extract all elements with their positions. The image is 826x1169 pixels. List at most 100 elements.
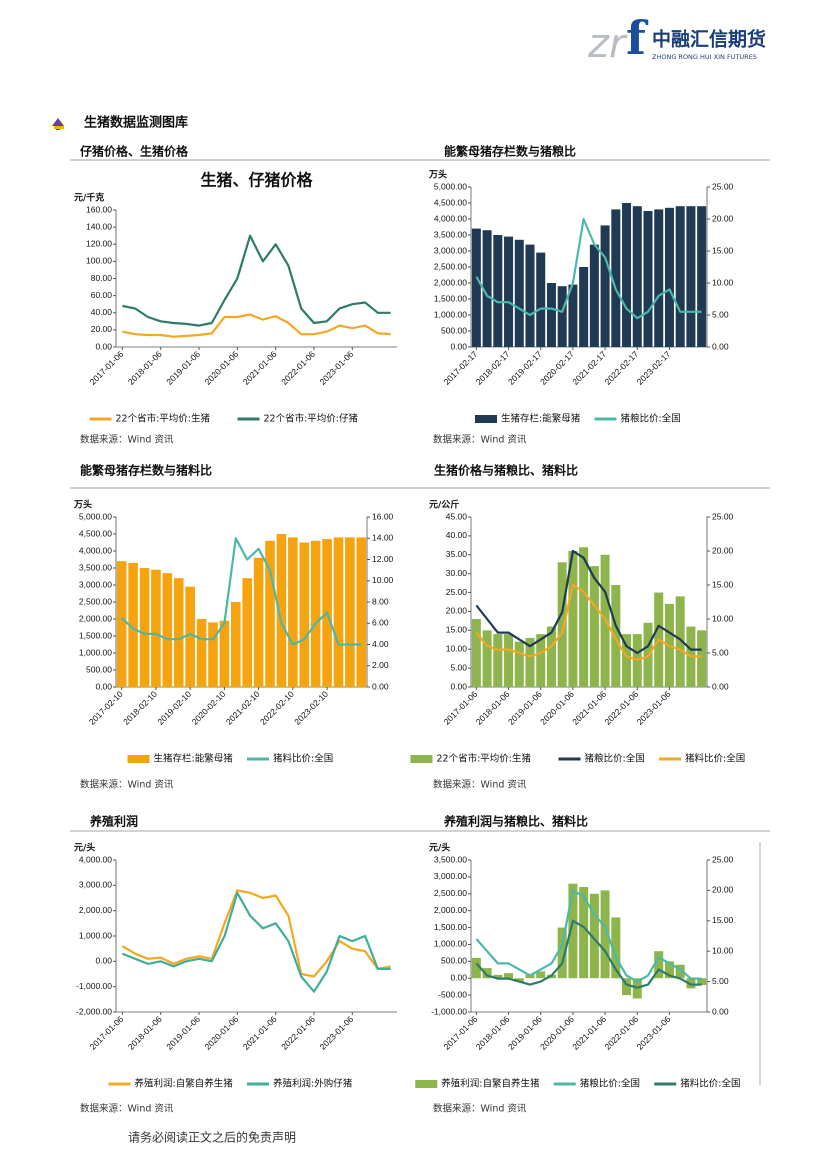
- y-tick-label: 20.00: [446, 606, 468, 616]
- bar: [664, 207, 674, 347]
- x-tick-label: 2020-01-06: [203, 349, 241, 387]
- bar: [208, 622, 218, 687]
- legend-swatch: [410, 755, 433, 763]
- bar: [546, 626, 556, 687]
- bar: [568, 551, 578, 687]
- y2-tick-label: 10.00: [712, 945, 734, 955]
- y-tick-label: 15.00: [446, 625, 468, 635]
- bar: [231, 602, 241, 687]
- bar: [536, 634, 546, 687]
- section-icon: [54, 126, 64, 129]
- x-tick-label: 2022-02-10: [258, 689, 296, 727]
- y-tick-label: 2,500.00: [434, 261, 467, 271]
- bar: [139, 568, 150, 687]
- bar: [557, 927, 567, 979]
- source: 数据来源：Wind 资讯: [433, 1103, 527, 1115]
- y-tick-label: 4,500.00: [434, 197, 467, 207]
- line: [120, 537, 362, 646]
- y2-tick-label: 15.00: [712, 915, 734, 925]
- legend-label: 生猪存栏:能繁母猪: [154, 753, 234, 765]
- line: [122, 234, 391, 327]
- source: 数据来源：Wind 资讯: [80, 779, 174, 791]
- bar: [333, 537, 344, 687]
- y-tick-label: 4,000.00: [79, 545, 112, 555]
- bar: [664, 961, 674, 979]
- bar: [611, 917, 621, 979]
- chart-title: 生猪、仔猪价格: [200, 171, 313, 190]
- y-tick-label: 1,500.00: [434, 922, 467, 932]
- bar: [493, 634, 503, 687]
- y-tick-label: 10.00: [446, 643, 468, 653]
- y2-tick-label: 14.00: [372, 533, 394, 543]
- source: 数据来源：Wind 资讯: [433, 779, 527, 791]
- y-tick-label: 60.00: [91, 290, 113, 300]
- y-tick-label: 0.00: [95, 341, 112, 351]
- bar: [504, 634, 514, 687]
- bar: [654, 951, 664, 979]
- legend-label: 养殖利润:自繁自养生猪: [441, 1078, 540, 1090]
- line: [122, 313, 391, 338]
- y-tick-label: 1,000.00: [434, 309, 467, 319]
- bar: [482, 968, 492, 979]
- bar: [356, 537, 367, 687]
- bar: [504, 236, 514, 347]
- bar: [546, 283, 556, 347]
- bar: [162, 573, 173, 687]
- bar: [568, 284, 578, 347]
- bar: [697, 978, 707, 985]
- y2-tick-label: 8.00: [372, 596, 389, 606]
- y-tick-label: 45.00: [446, 511, 468, 521]
- bar: [557, 562, 567, 687]
- y-tick-label: 3,000.00: [79, 579, 112, 589]
- panel-heading: 生猪价格与猪粮比、猪料比: [434, 463, 578, 478]
- y-tick-label: 0.00: [450, 341, 467, 351]
- y2-tick-label: 0.00: [712, 341, 729, 351]
- y2-tick-label: 0.00: [712, 681, 729, 691]
- bar: [173, 578, 184, 687]
- bar: [196, 619, 207, 687]
- bar: [299, 542, 310, 687]
- x-tick-label: 2023-01-06: [635, 1014, 673, 1052]
- y-tick-label: 4,000.00: [434, 213, 467, 223]
- y-tick-label: 5,000.00: [79, 511, 112, 521]
- bar: [557, 286, 567, 347]
- y-tick-label: 500.00: [441, 956, 467, 966]
- axis-unit: 元/头: [74, 842, 95, 854]
- y-tick-label: 35.00: [446, 549, 468, 559]
- x-tick-label: 2021-01-06: [241, 1014, 279, 1052]
- bar: [686, 206, 696, 347]
- bar: [686, 978, 696, 989]
- y-tick-label: 3,000.00: [434, 245, 467, 255]
- legend-label: 猪粮比价:全国: [580, 1078, 640, 1090]
- x-tick-label: 2020-02-10: [190, 689, 228, 727]
- legend-label: 22个省市:平均价:仔猪: [264, 413, 359, 425]
- y-tick-label: 500.00: [441, 325, 467, 335]
- axis-unit: 元/千克: [74, 192, 104, 204]
- bar: [482, 230, 492, 347]
- bar: [504, 973, 514, 979]
- bar: [514, 239, 524, 347]
- y-tick-label: 30.00: [446, 568, 468, 578]
- section-icon: [52, 118, 64, 130]
- bar: [493, 974, 503, 979]
- legend-label: 猪料比价:全国: [680, 1078, 740, 1090]
- x-tick-label: 2023-02-10: [292, 689, 330, 727]
- y-tick-label: -2,000.00: [76, 1006, 112, 1016]
- line: [475, 549, 702, 655]
- y-tick-label: 4,000.00: [79, 854, 112, 864]
- y2-tick-label: 16.00: [372, 511, 394, 521]
- line: [475, 217, 702, 320]
- logo-mark: zr: [587, 21, 628, 67]
- bar: [471, 957, 481, 979]
- y2-tick-label: 5.00: [712, 309, 729, 319]
- x-tick-label: 2021-02-10: [224, 689, 262, 727]
- bar: [579, 547, 589, 687]
- y2-tick-label: 20.00: [712, 213, 734, 223]
- x-tick-label: 2022-01-06: [279, 349, 317, 387]
- y-tick-label: -1,000.00: [76, 981, 112, 991]
- x-tick-label: 2018-01-06: [126, 1014, 164, 1052]
- y-tick-label: 1,000.00: [434, 939, 467, 949]
- bar: [643, 211, 653, 347]
- x-tick-label: 2017-01-06: [88, 1014, 126, 1052]
